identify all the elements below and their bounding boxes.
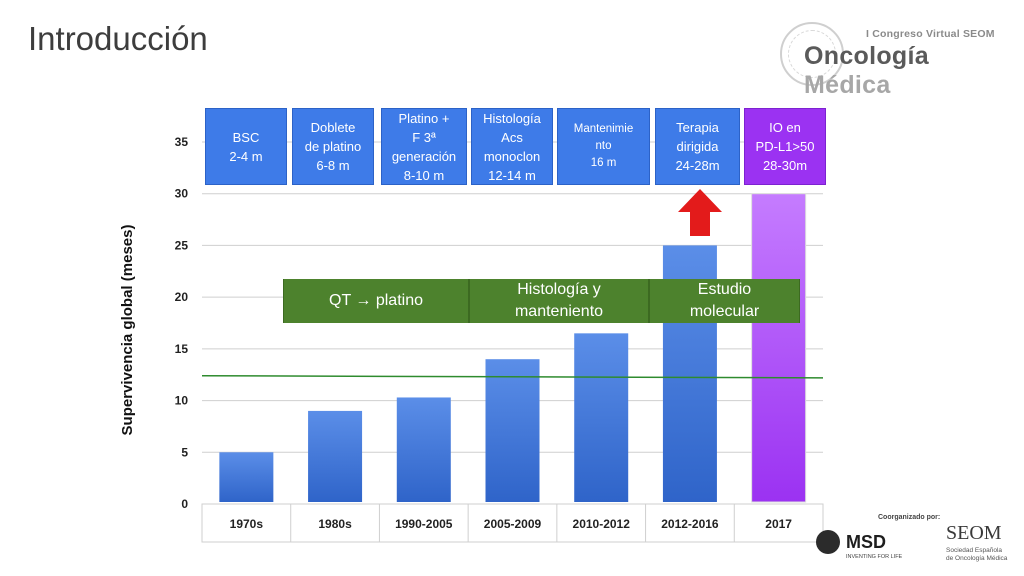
bar-2005-2009 [485, 359, 540, 502]
x-tick-label: 2005-2009 [484, 517, 542, 531]
msd-logo: MSD INVENTING FOR LIFE [816, 526, 906, 566]
slide-title: Introducción [28, 20, 208, 57]
y-tick-label: 15 [175, 342, 189, 356]
x-axis-labels: 1970s 1980s 1990-2005 2005-2009 2010-2012 201… [230, 517, 793, 531]
x-tick-label: 1970s [230, 517, 264, 531]
seom-name: SEOM [946, 522, 1002, 544]
x-axis-table [201, 503, 824, 543]
era-banner: QT → platino [283, 279, 469, 323]
logo-subtitle: I Congreso Virtual SEOM [866, 28, 995, 40]
treatment-box: Platino + F 3ª generación 8-10 m [381, 108, 467, 185]
bar-1970s [219, 452, 274, 502]
y-tick-label: 20 [175, 290, 189, 304]
y-axis-label: Supervivencia global (meses) [119, 225, 136, 436]
y-tick-label: 30 [175, 187, 189, 201]
x-tick-label: 1980s [318, 517, 352, 531]
treatment-box: Mantenimie nto 16 m [557, 108, 650, 185]
logo-ring-icon [780, 22, 844, 86]
bar-1980s [308, 410, 363, 502]
treatment-box: Doblete de platino 6-8 m [292, 108, 374, 185]
y-tick-label: 0 [181, 497, 188, 511]
congress-logo: I Congreso Virtual SEOM Oncología Médica [780, 22, 1005, 99]
reference-line [201, 374, 824, 379]
coorganized-label: Coorganizado por: [878, 514, 941, 521]
era-banner: Estudio molecular [649, 279, 800, 323]
x-tick-label: 1990-2005 [395, 517, 453, 531]
msd-name: MSD [846, 532, 886, 552]
logo-name-part2: Médica [804, 71, 891, 99]
seom-line1: Sociedad Española [946, 547, 1003, 554]
arrow-up-icon [678, 189, 722, 236]
seom-logo: SEOM Sociedad Española de Oncología Médi… [946, 522, 1016, 568]
treatment-box: IO en PD-L1>50 28-30m [744, 108, 826, 185]
bar-2017 [751, 193, 807, 503]
msd-mark-icon [816, 530, 840, 554]
y-tick-label: 5 [181, 445, 188, 459]
y-tick-label: 10 [175, 394, 189, 408]
chart-bars [219, 193, 807, 503]
msd-tagline: INVENTING FOR LIFE [846, 554, 903, 560]
logo-name: Oncología Médica [804, 42, 1005, 100]
y-tick-label: 25 [175, 238, 189, 252]
x-tick-label: 2017 [765, 517, 792, 531]
treatment-box: Histología Acs monoclon 12-14 m [471, 108, 553, 185]
treatment-box: Terapia dirigida 24-28m [655, 108, 740, 185]
logo-name-part1: Oncología [804, 42, 929, 70]
era-banner: Histología y manteniento [469, 279, 649, 323]
bar-2010-2012 [574, 333, 629, 502]
bar-1990-2005 [396, 397, 451, 502]
logo-inner-ring-icon [788, 30, 836, 78]
x-tick-label: 2012-2016 [661, 517, 719, 531]
x-tick-label: 2010-2012 [573, 517, 631, 531]
y-axis-ticks: 0 5 10 15 20 25 30 35 [175, 135, 189, 511]
seom-line2: de Oncología Médica [946, 555, 1008, 562]
x-axis-cells [201, 503, 824, 543]
y-tick-label: 35 [175, 135, 189, 149]
treatment-box: BSC 2-4 m [205, 108, 287, 185]
